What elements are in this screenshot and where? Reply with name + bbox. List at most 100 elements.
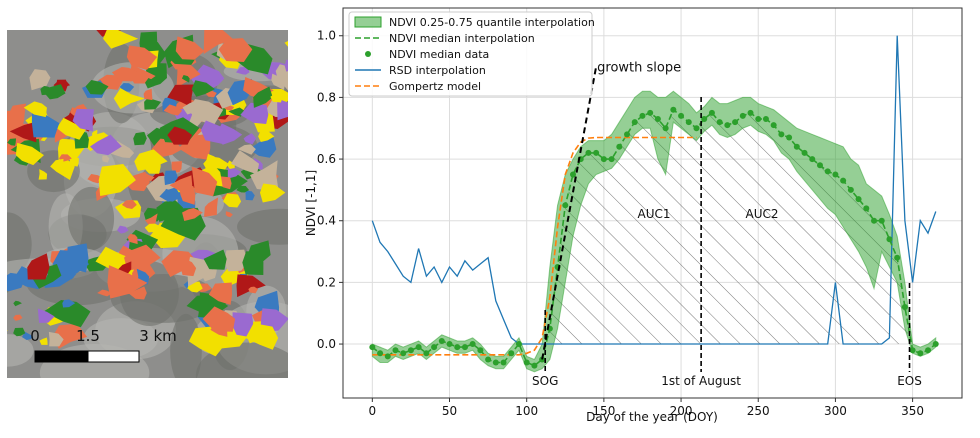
data-point <box>917 350 924 357</box>
land-cover-patch <box>223 193 242 208</box>
land-cover-patch <box>126 45 158 70</box>
legend-label: Gompertz model <box>389 80 481 93</box>
land-cover-patch <box>210 321 228 337</box>
terrain <box>7 334 34 367</box>
land-cover-patch <box>232 312 254 338</box>
data-point <box>832 171 839 178</box>
land-cover-patch <box>145 4 164 24</box>
data-point <box>469 341 476 348</box>
land-cover-patch <box>203 249 227 270</box>
land-cover-patch <box>223 249 248 272</box>
terrain <box>67 186 115 251</box>
event-label: SOG <box>532 374 558 388</box>
land-cover-patch <box>144 78 157 89</box>
land-cover-patch <box>0 154 7 164</box>
land-cover-patch <box>191 166 218 197</box>
legend-label: RSD interpolation <box>389 64 486 77</box>
scale-label: 3 km <box>139 327 177 345</box>
land-cover-patch <box>15 142 44 166</box>
data-point <box>446 341 453 348</box>
data-point <box>461 344 468 351</box>
data-point <box>600 156 607 163</box>
data-point <box>647 109 654 116</box>
data-point <box>400 350 407 357</box>
legend-label: NDVI median data <box>389 48 489 61</box>
land-cover-patch <box>248 286 259 294</box>
land-cover-patch <box>242 251 264 276</box>
land-cover-patch <box>182 207 203 222</box>
land-cover-patch <box>37 308 55 323</box>
land-cover-patch <box>270 91 283 103</box>
x-axis-label: Day of the year (DOY) <box>586 410 718 424</box>
land-cover-patch <box>225 211 233 218</box>
data-point <box>732 119 739 126</box>
land-cover-patch <box>121 199 137 210</box>
land-cover-patch <box>245 190 255 201</box>
data-point <box>624 131 631 138</box>
plot <box>369 35 939 373</box>
data-point <box>901 304 908 311</box>
data-point <box>855 196 862 203</box>
event-label: 1st of August <box>661 374 741 388</box>
land-cover-patch <box>218 38 253 62</box>
data-point <box>886 236 893 243</box>
data-point <box>369 344 376 351</box>
land-cover-patch <box>200 120 229 144</box>
data-point <box>662 125 669 132</box>
event-label: EOS <box>897 374 922 388</box>
land-cover-patch <box>159 187 182 202</box>
land-cover-patch <box>9 121 37 143</box>
land-cover-patch <box>271 73 285 91</box>
x-tick-label: 0 <box>369 404 377 418</box>
data-point <box>384 353 391 360</box>
y-tick-label: 0.4 <box>317 214 336 228</box>
land-cover-patch <box>13 300 22 307</box>
land-cover-patch <box>113 88 145 110</box>
data-point <box>438 337 445 344</box>
data-point <box>863 205 870 212</box>
land-cover-patch <box>50 158 75 180</box>
land-cover-patch <box>202 306 236 332</box>
data-point <box>492 359 499 366</box>
land-cover-patch <box>48 331 64 347</box>
data-point <box>631 119 638 126</box>
land-cover-patch <box>203 30 234 54</box>
land-cover-patch <box>62 299 76 308</box>
data-point <box>562 202 569 209</box>
data-point <box>485 356 492 363</box>
data-point <box>716 119 723 126</box>
data-point <box>585 149 592 156</box>
land-cover-patch <box>68 157 79 167</box>
land-cover-patch <box>167 126 193 145</box>
land-cover-patch <box>89 134 122 156</box>
x-tick-label: 300 <box>824 404 847 418</box>
data-point <box>531 362 538 369</box>
data-point <box>431 344 438 351</box>
data-point <box>770 122 777 129</box>
land-cover-patch <box>181 75 190 83</box>
land-cover-patch <box>0 112 5 120</box>
terrain <box>237 208 288 245</box>
legend-swatch <box>354 16 382 28</box>
land-cover-patch <box>127 233 138 245</box>
data-point <box>847 186 854 193</box>
area-label: AUC2 <box>745 207 778 221</box>
land-cover-patch <box>13 327 26 337</box>
data-point <box>693 125 700 132</box>
scale-label: 0 <box>30 327 40 345</box>
data-point <box>762 115 769 122</box>
scale-white <box>87 350 140 363</box>
data-point <box>755 115 762 122</box>
land-cover-patch <box>240 102 269 124</box>
land-cover-patch <box>22 331 34 341</box>
data-point <box>678 112 685 119</box>
data-point <box>423 350 430 357</box>
land-cover-patch <box>204 197 219 217</box>
land-cover-patch <box>245 323 279 350</box>
data-point <box>909 347 916 354</box>
legend-swatch <box>365 51 371 57</box>
data-point <box>747 109 754 116</box>
data-point <box>778 131 785 138</box>
land-cover-patch <box>124 244 161 271</box>
land-cover-patch <box>277 98 288 121</box>
